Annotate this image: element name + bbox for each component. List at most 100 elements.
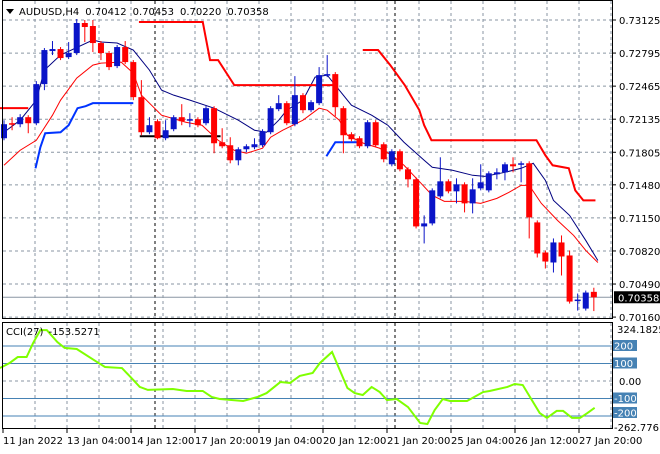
candle — [324, 55, 331, 78]
candle — [526, 161, 533, 239]
price-tick-label: 0.71480 — [619, 181, 660, 192]
candle-body — [267, 108, 274, 133]
candle — [49, 41, 56, 56]
candle-body — [49, 49, 56, 52]
price-tick-label: 0.70490 — [619, 280, 660, 291]
candle-body — [501, 164, 508, 173]
cci-level-label: -100 — [614, 394, 637, 405]
candle — [453, 178, 460, 204]
candle — [154, 119, 161, 140]
candle — [396, 149, 403, 172]
candle-body — [574, 299, 581, 302]
candle — [590, 287, 597, 312]
candle — [267, 106, 274, 135]
candle — [550, 238, 557, 273]
candle-body — [469, 189, 476, 204]
candle — [57, 47, 64, 61]
price-tick-label: 0.72465 — [619, 82, 660, 93]
candle-body — [17, 117, 24, 125]
candle-body — [65, 53, 72, 58]
candle-body — [211, 108, 218, 144]
candle — [582, 290, 589, 311]
candle — [194, 117, 201, 128]
triangle-down-icon[interactable] — [6, 9, 14, 14]
candle — [219, 128, 226, 149]
low-price: 0.70220 — [180, 7, 221, 18]
price-tick-label: 0.73125 — [619, 16, 660, 27]
time-tick-label: 21 Jan 20:00 — [387, 436, 450, 447]
candle — [122, 41, 129, 65]
candle-body — [364, 122, 371, 147]
candle-body — [396, 151, 403, 170]
candle-body — [493, 172, 500, 175]
candle-body — [380, 144, 387, 160]
candle — [356, 136, 363, 149]
candle-body — [542, 252, 549, 262]
candle-body — [372, 122, 379, 146]
candle-body — [308, 102, 315, 111]
candle — [65, 42, 72, 60]
main-panel-frame — [2, 0, 613, 319]
candle-body — [73, 23, 80, 54]
candle-body — [97, 43, 104, 54]
candle — [146, 117, 153, 135]
candle-body — [275, 103, 282, 110]
candle — [574, 293, 581, 311]
cci-panel-frame — [2, 322, 613, 429]
candle — [227, 137, 234, 164]
candle-body — [138, 97, 145, 133]
candle — [308, 100, 315, 113]
candle — [493, 168, 500, 180]
candle — [203, 106, 209, 126]
candle-body — [388, 151, 395, 165]
cci-grid — [3, 323, 612, 428]
high-price: 0.70453 — [133, 7, 174, 18]
candle — [1, 120, 7, 141]
candle-body — [235, 149, 242, 161]
candle — [388, 149, 395, 167]
cci-level-label: 200 — [614, 342, 633, 353]
candle — [558, 235, 565, 276]
candle-body — [291, 95, 298, 125]
cci-level-label: 100 — [614, 359, 633, 370]
candle-body — [130, 62, 137, 98]
candle-body — [57, 49, 64, 59]
candle-body — [146, 125, 153, 133]
candle — [566, 250, 573, 304]
current-price-tag — [614, 291, 660, 304]
candle-body — [340, 108, 347, 136]
candle — [259, 129, 266, 148]
candle — [340, 106, 347, 154]
candles[interactable] — [1, 18, 597, 312]
candle — [405, 167, 411, 188]
candle-body — [429, 190, 436, 224]
candle — [178, 104, 185, 126]
stop-line-upper — [362, 49, 596, 202]
candle — [348, 132, 355, 142]
cci-level-tag — [613, 357, 637, 369]
candle — [138, 80, 145, 136]
moving-average-slow — [3, 61, 599, 263]
stop-line-upper — [138, 21, 336, 87]
candle-body — [106, 53, 113, 68]
candle — [501, 162, 508, 181]
candle-body — [558, 242, 565, 257]
time-tick-label: 25 Jan 04:00 — [451, 436, 514, 447]
main-grid — [3, 1, 612, 318]
candle-body — [332, 74, 339, 108]
time-tick-label: 20 Jan 12:00 — [323, 436, 386, 447]
candle — [332, 72, 339, 117]
candle-body — [122, 47, 129, 63]
price-tick-label: 0.72795 — [619, 49, 660, 60]
candle-body — [510, 164, 517, 167]
candle — [114, 45, 121, 69]
candle-body — [526, 163, 533, 218]
candle — [97, 41, 104, 61]
candle — [510, 157, 517, 173]
candle — [477, 164, 484, 191]
candle — [413, 177, 420, 229]
candle — [17, 114, 24, 128]
cci-level-tag — [613, 392, 637, 404]
